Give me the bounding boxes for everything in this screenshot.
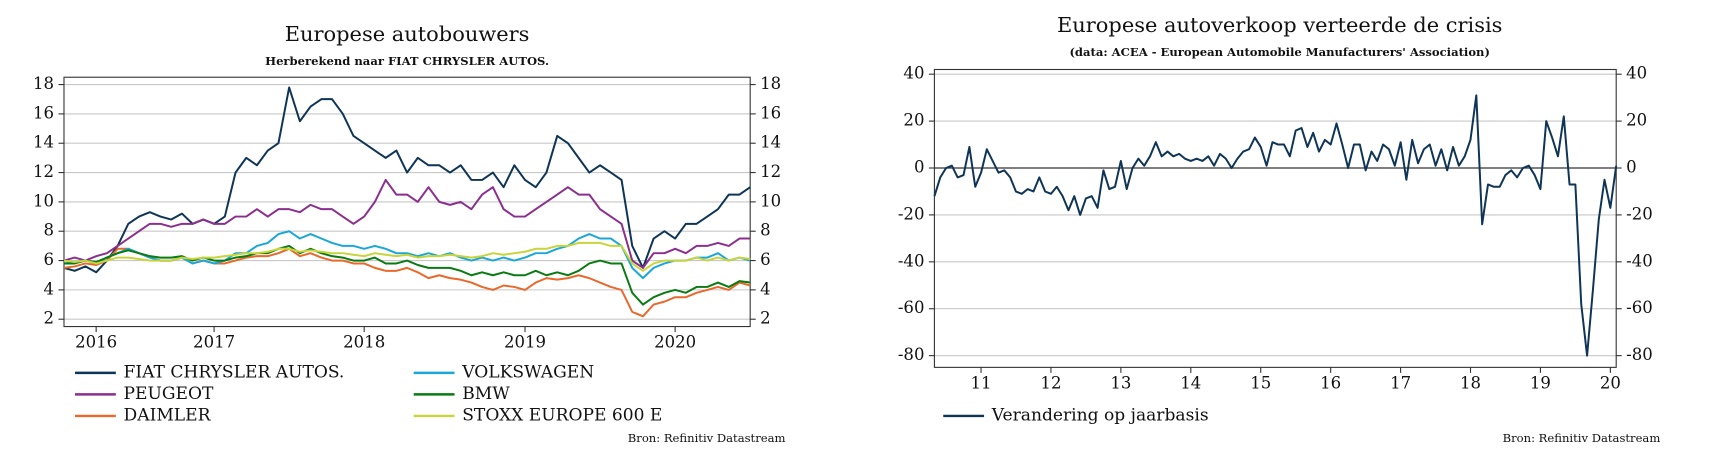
x-tick-label: 11: [971, 373, 992, 392]
chart-subtitle: Herberekend naar FIAT CHRYSLER AUTOS.: [265, 54, 549, 68]
y2-tick-label: -40: [1626, 251, 1653, 270]
x-tick-label: 2019: [504, 333, 546, 352]
series-line: [63, 244, 751, 306]
y2-tick-label: 2: [760, 309, 771, 328]
x-tick-label: 19: [1530, 373, 1551, 392]
y-tick-label: 18: [33, 74, 54, 93]
plot-frame: [933, 68, 1617, 368]
legend-label: PEUGEOT: [124, 384, 214, 404]
series-line: [63, 178, 751, 269]
x-tick-label: 2016: [75, 333, 117, 352]
series-line: [63, 86, 751, 274]
y-tick-label: 6: [44, 250, 55, 269]
x-tick-label: 18: [1460, 373, 1481, 392]
chart-subtitle: (data: ACEA - European Automobile Manufa…: [1069, 45, 1490, 59]
source-note: Bron: Refinitiv Datastream: [1503, 431, 1661, 445]
x-tick-label: 15: [1250, 373, 1271, 392]
y2-tick-label: 10: [760, 191, 781, 210]
y2-tick-label: 16: [760, 103, 781, 122]
y2-tick-label: 4: [760, 279, 771, 298]
y-tick-label: 0: [914, 158, 925, 177]
series-line: [933, 94, 1618, 357]
y-tick-label: 8: [44, 221, 55, 240]
legend-label: Verandering op jaarbasis: [991, 405, 1209, 425]
chart-title: Europese autoverkoop verteerde de crisis: [1057, 13, 1502, 37]
x-tick-label: 20: [1600, 373, 1621, 392]
y2-tick-label: 18: [760, 74, 781, 93]
legend-label: BMW: [462, 384, 510, 404]
y2-tick-label: 8: [760, 221, 771, 240]
x-tick-label: 2017: [193, 333, 235, 352]
y-tick-label: -40: [898, 251, 925, 270]
y2-tick-label: 40: [1626, 64, 1647, 83]
y2-tick-label: 20: [1626, 111, 1647, 130]
y2-tick-label: -80: [1626, 345, 1653, 364]
y-tick-label: 12: [33, 162, 54, 181]
y2-tick-label: 0: [1626, 158, 1637, 177]
plot-frame: [63, 76, 751, 328]
x-tick-label: 12: [1040, 373, 1061, 392]
y-tick-label: 4: [44, 279, 55, 298]
y-tick-label: 2: [44, 309, 55, 328]
series-line: [63, 241, 751, 272]
legend-label: FIAT CHRYSLER AUTOS.: [124, 362, 345, 382]
y2-tick-label: 14: [760, 133, 781, 152]
x-tick-label: 16: [1320, 373, 1341, 392]
legend-label: DAIMLER: [124, 405, 212, 425]
x-tick-label: 14: [1180, 373, 1201, 392]
y-tick-label: -80: [898, 345, 925, 364]
y2-tick-label: 12: [760, 162, 781, 181]
y-tick-label: 10: [33, 191, 54, 210]
x-tick-label: 17: [1390, 373, 1411, 392]
x-tick-label: 2018: [343, 333, 385, 352]
y-tick-label: 20: [903, 111, 924, 130]
y-tick-label: 40: [903, 64, 924, 83]
legend-label: STOXX EUROPE 600 E: [462, 405, 662, 425]
y2-tick-label: -20: [1626, 204, 1653, 223]
y2-tick-label: 6: [760, 250, 771, 269]
legend-label: VOLKSWAGEN: [461, 362, 594, 382]
y2-tick-label: -60: [1626, 298, 1653, 317]
y-tick-label: -60: [898, 298, 925, 317]
x-tick-label: 2020: [654, 333, 696, 352]
x-tick-label: 13: [1110, 373, 1131, 392]
source-note: Bron: Refinitiv Datastream: [628, 431, 786, 445]
y-tick-label: -20: [898, 204, 925, 223]
y-tick-label: 16: [33, 103, 54, 122]
y-tick-label: 14: [33, 133, 54, 152]
chart-title: Europese autobouwers: [285, 22, 530, 46]
